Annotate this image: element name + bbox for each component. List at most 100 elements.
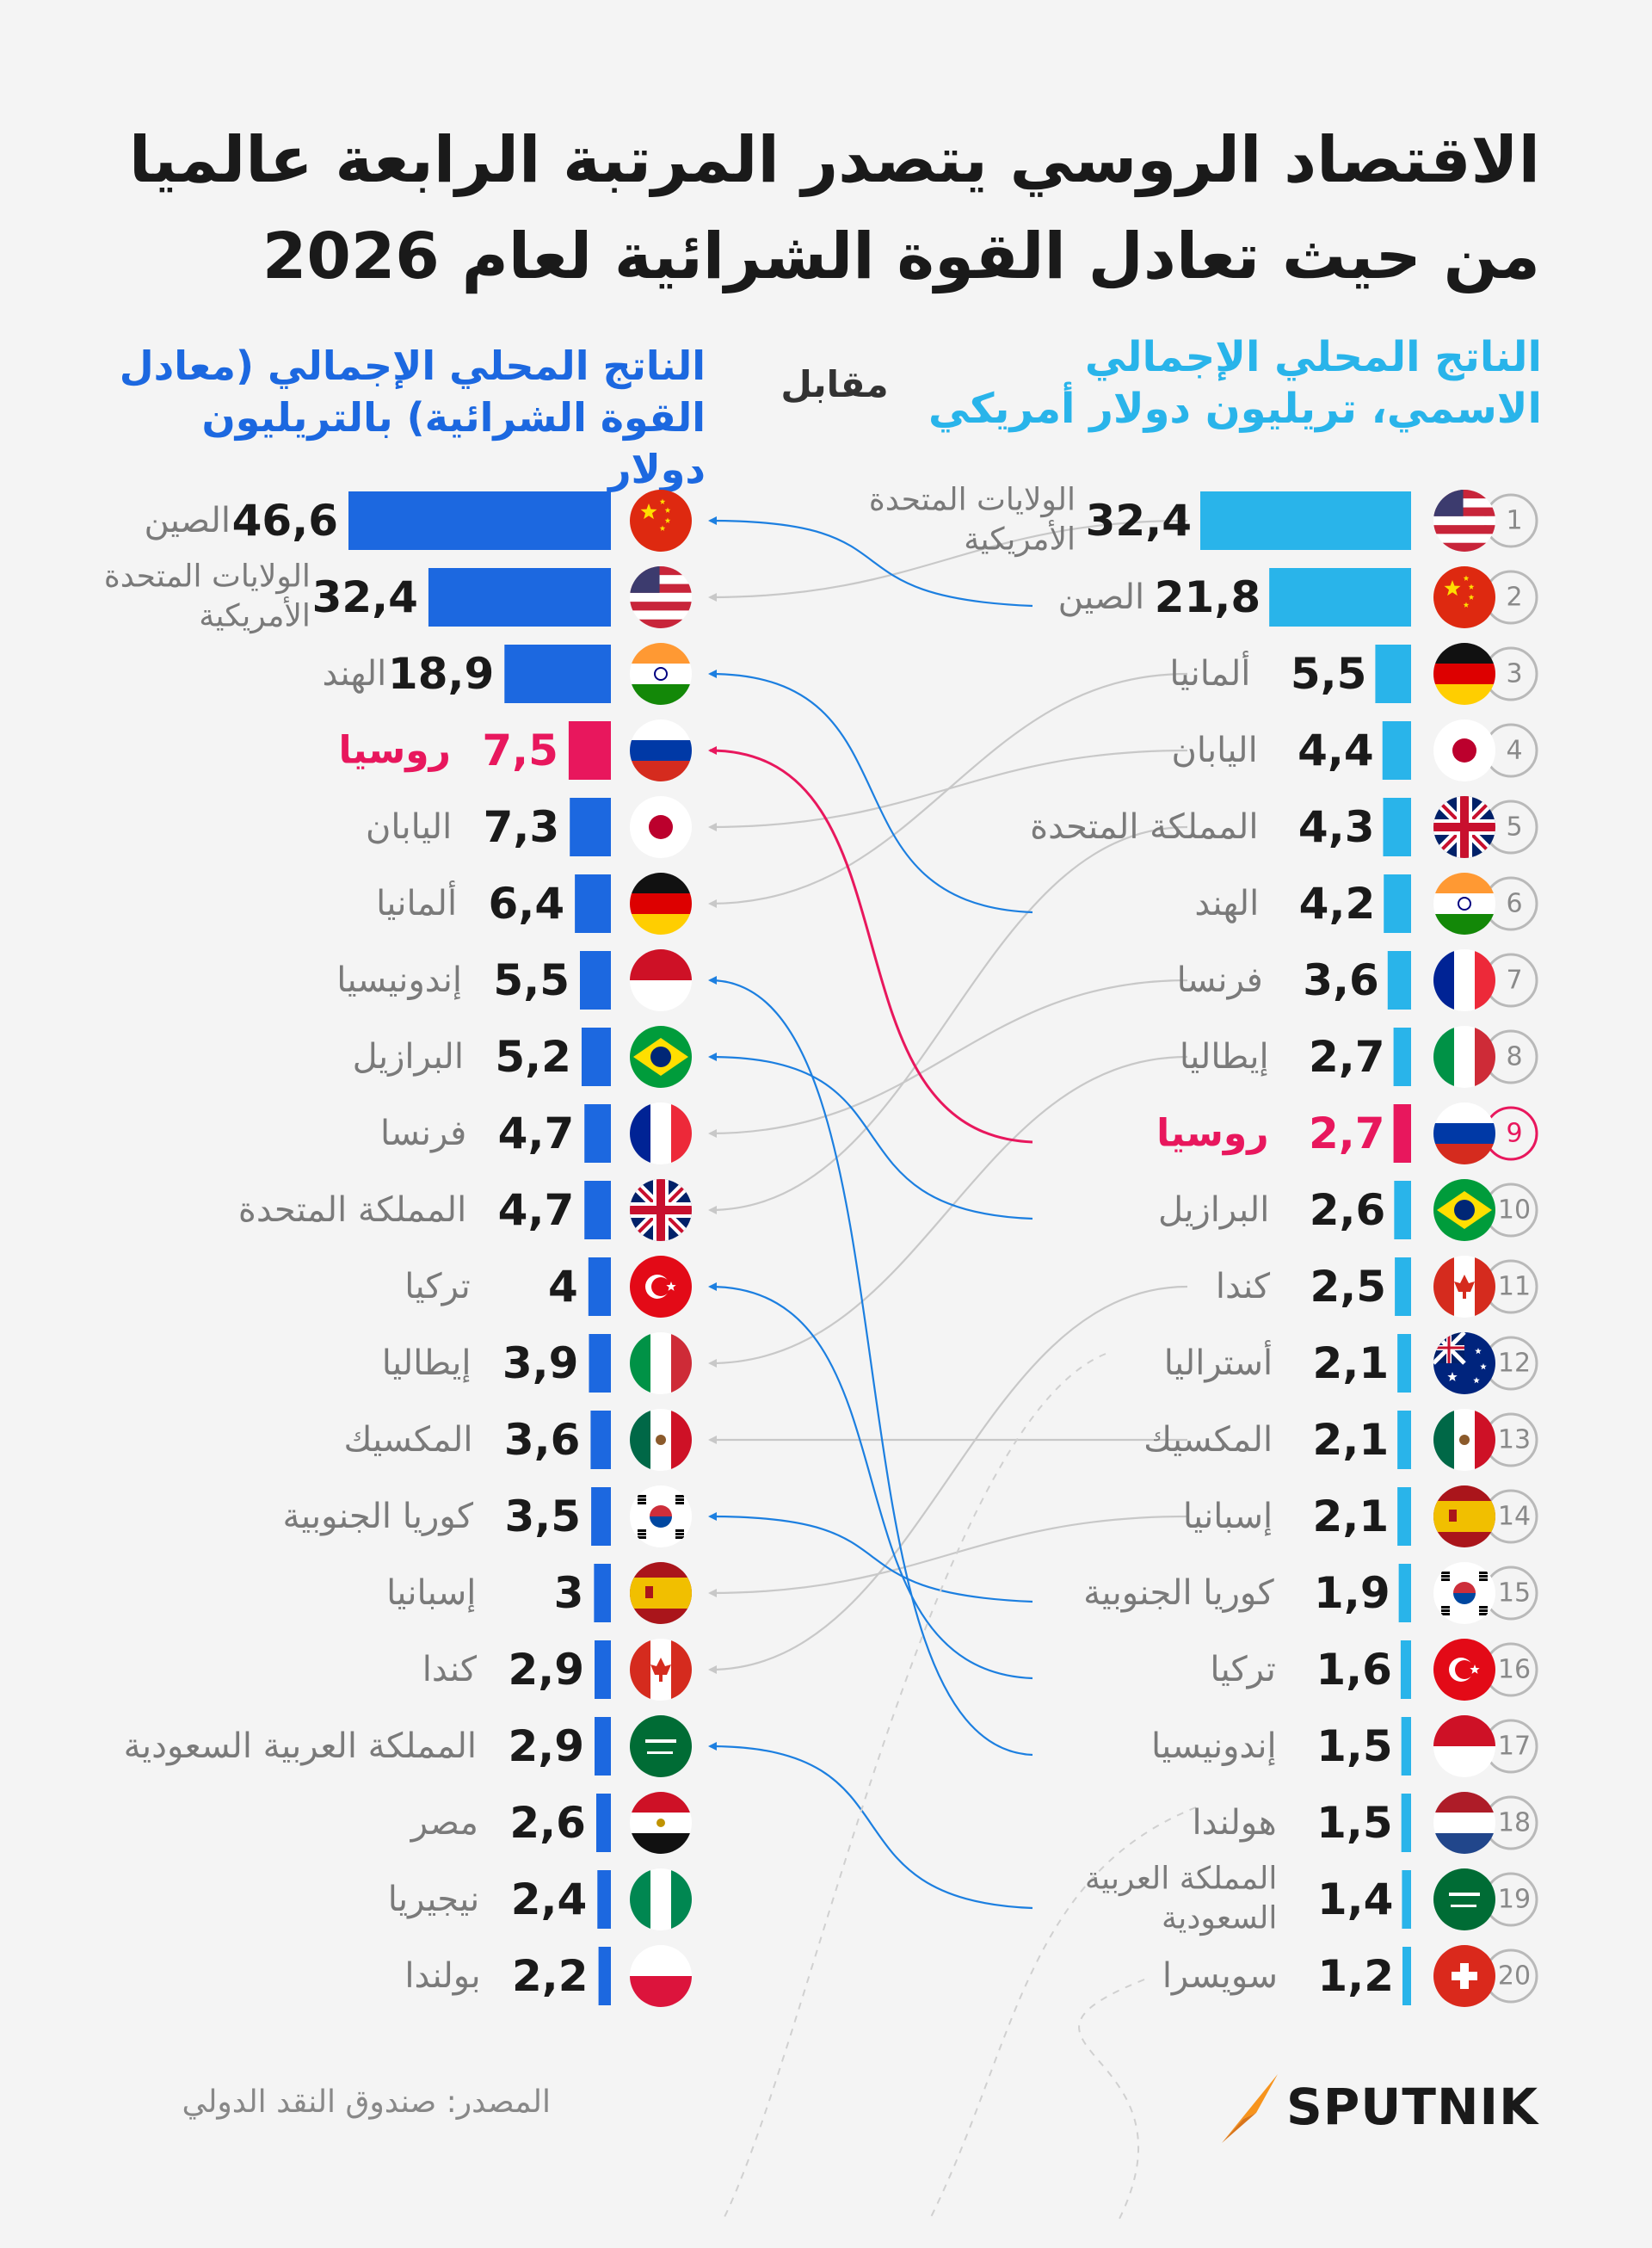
ppp-value-label: 3,9 xyxy=(502,1338,579,1388)
ppp-value-label: 2,4 xyxy=(511,1874,588,1924)
nominal-value-label: 2,1 xyxy=(1313,1415,1390,1465)
flag-us-icon xyxy=(1433,490,1495,552)
nominal-bar xyxy=(1393,1028,1411,1086)
flag-ca-icon xyxy=(630,1639,692,1701)
ppp-value-label: 2,9 xyxy=(508,1645,584,1695)
rank-number: 9 xyxy=(1506,1119,1522,1149)
ppp-value-label: 3,5 xyxy=(505,1491,582,1541)
nominal-row: 19 1,4 المملكة العربية السعودية xyxy=(1085,1862,1538,1936)
nominal-row: 16 1,6 تركيا xyxy=(1210,1639,1538,1701)
nominal-row: 14 2,1 إسبانيا xyxy=(1183,1485,1538,1547)
ppp-row: 4,7 المملكة المتحدة xyxy=(238,1179,692,1241)
nominal-row: 7 3,6 فرنسا xyxy=(1177,949,1538,1011)
rank-number: 7 xyxy=(1506,966,1522,996)
flag-sa-icon xyxy=(630,1715,692,1777)
ppp-row: 7,5 روسيا xyxy=(338,719,692,781)
ppp-row: 4 تركيا xyxy=(404,1256,692,1318)
nominal-row: 10 2,6 البرازيل xyxy=(1158,1179,1538,1241)
connector-line xyxy=(708,516,1033,608)
connector-line xyxy=(708,1282,1033,1680)
rank-number: 17 xyxy=(1498,1732,1531,1762)
flag-de-icon xyxy=(630,873,692,935)
nominal-value-label: 1,5 xyxy=(1316,1721,1393,1771)
ppp-bar xyxy=(580,951,611,1010)
nominal-value-label: 3,6 xyxy=(1303,955,1379,1005)
country-label: الولايات المتحدة xyxy=(869,483,1076,518)
country-label: المملكة المتحدة xyxy=(238,1190,466,1230)
connector-line xyxy=(708,976,1033,1757)
nominal-bar xyxy=(1397,1487,1411,1546)
flag-br-icon xyxy=(1433,1179,1495,1241)
nominal-row: 9 2,7 روسيا xyxy=(1156,1102,1538,1164)
country-label: إسبانيا xyxy=(386,1573,476,1613)
ppp-value-label: 7,3 xyxy=(484,802,560,852)
ppp-row: 7,3 اليابان xyxy=(366,796,692,858)
country-label: فرنسا xyxy=(380,1114,466,1153)
nominal-bar xyxy=(1398,1564,1411,1622)
flag-es-icon xyxy=(1433,1485,1495,1547)
nominal-value-label: 1,5 xyxy=(1316,1798,1393,1848)
ppp-bar xyxy=(590,1411,611,1469)
flag-jp-icon xyxy=(630,796,692,858)
rank-number: 13 xyxy=(1498,1425,1531,1455)
flag-jp-icon xyxy=(1433,719,1495,781)
country-label: اليابان xyxy=(366,807,452,847)
ppp-value-label: 3,6 xyxy=(504,1415,581,1465)
country-label: إسبانيا xyxy=(1183,1497,1273,1536)
connector-line xyxy=(708,670,1033,914)
nominal-bar xyxy=(1382,721,1411,780)
flag-pl-icon xyxy=(630,1945,692,2007)
country-label: الصين xyxy=(1058,577,1145,617)
page-title: الاقتصاد الروسي يتصدر المرتبة الرابعة عا… xyxy=(128,123,1540,293)
rank-number: 10 xyxy=(1498,1195,1531,1226)
country-label: الأمريكية xyxy=(964,520,1076,558)
ppp-bar xyxy=(348,491,611,550)
nominal-value-label: 2,5 xyxy=(1310,1262,1387,1312)
rank-number: 15 xyxy=(1498,1578,1531,1609)
flag-eg-icon xyxy=(630,1792,692,1854)
ppp-row: 2,9 كندا xyxy=(422,1639,692,1701)
country-label: كوريا الجنوبية xyxy=(283,1497,475,1536)
country-label: إيطاليا xyxy=(382,1343,472,1383)
country-label: روسيا xyxy=(338,729,450,773)
connector-line xyxy=(708,1512,1033,1603)
flag-id-icon xyxy=(630,949,692,1011)
nominal-value-label: 4,3 xyxy=(1298,802,1375,852)
ppp-row: 3,9 إيطاليا xyxy=(382,1332,692,1394)
nominal-value-label: 2,7 xyxy=(1309,1109,1385,1158)
ppp-row: 3,5 كوريا الجنوبية xyxy=(283,1485,692,1547)
country-label: كوريا الجنوبية xyxy=(1083,1573,1275,1613)
country-label: البرازيل xyxy=(1158,1190,1269,1230)
country-label: إندونيسيا xyxy=(336,960,462,1000)
ppp-value-label: 18,9 xyxy=(388,649,494,699)
ppp-bar xyxy=(581,1028,611,1086)
ppp-bar xyxy=(428,568,611,627)
nominal-value-label: 4,2 xyxy=(1299,879,1376,929)
ppp-value-label: 5,5 xyxy=(493,955,570,1005)
nominal-value-label: 2,6 xyxy=(1310,1185,1386,1235)
ppp-row: 3,6 المكسيك xyxy=(343,1409,692,1471)
ppp-row: 2,4 نيجيريا xyxy=(388,1868,692,1930)
nominal-row: 6 4,2 الهند xyxy=(1194,873,1538,935)
country-label: المملكة المتحدة xyxy=(1030,807,1258,847)
ppp-bar xyxy=(504,645,611,703)
rank-number: 16 xyxy=(1498,1655,1531,1685)
nominal-bar xyxy=(1401,1794,1411,1852)
nominal-row: 17 1,5 إندونيسيا xyxy=(1151,1715,1538,1777)
flag-fr-icon xyxy=(1433,949,1495,1011)
flag-it-icon xyxy=(630,1332,692,1394)
nominal-row: 11 2,5 كندا xyxy=(1216,1256,1538,1318)
country-label: الولايات المتحدة xyxy=(104,559,311,595)
flag-tr-icon xyxy=(1433,1639,1495,1701)
ppp-row: 5,2 البرازيل xyxy=(353,1026,692,1088)
ppp-gdp-header: الناتج المحلي الإجمالي (معادل القوة الشر… xyxy=(119,343,706,492)
nominal-value-label: 2,1 xyxy=(1313,1491,1390,1541)
flag-gb-icon xyxy=(1433,796,1495,858)
flag-kr-icon xyxy=(630,1485,692,1547)
nominal-bar xyxy=(1400,1640,1411,1699)
ppp-bar xyxy=(595,1794,611,1852)
flag-mx-icon xyxy=(630,1409,692,1471)
rank-number: 14 xyxy=(1498,1502,1531,1532)
nominal-row: 15 1,9 كوريا الجنوبية xyxy=(1083,1562,1538,1624)
